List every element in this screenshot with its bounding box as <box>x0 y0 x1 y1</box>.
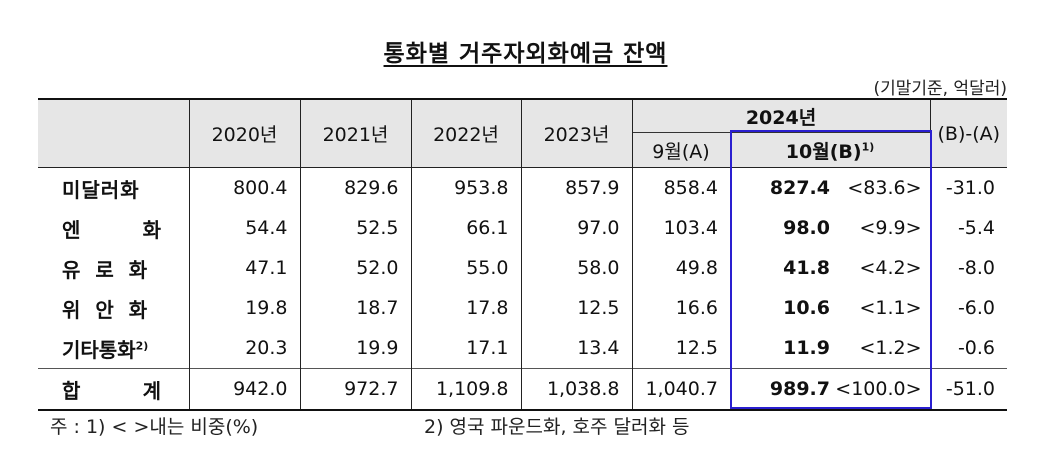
cell-2020: 54.4 <box>188 208 300 248</box>
cell-2020: 942.0 <box>188 368 300 411</box>
cell-2022: 66.1 <box>410 208 521 248</box>
cell-oct: 41.8 <box>783 257 830 279</box>
cell-2022: 1,109.8 <box>410 368 521 411</box>
cell-2023: 58.0 <box>520 248 632 288</box>
cell-diff: -5.4 <box>929 208 1008 248</box>
cell-sep: 1,040.7 <box>631 368 730 411</box>
cell-2022: 55.0 <box>410 248 521 288</box>
cell-sep: 103.4 <box>631 208 730 248</box>
cell-2023: 857.9 <box>520 167 632 208</box>
header-2023: 2023년 <box>520 98 633 168</box>
cell-share: <4.2> <box>859 257 922 279</box>
cell-2020: 47.1 <box>188 248 300 288</box>
header-2024-group: 2024년 <box>631 98 931 133</box>
cell-share: <9.9> <box>859 217 922 239</box>
cell-share: <100.0> <box>830 368 931 411</box>
cell-oct: 10.6 <box>783 297 830 319</box>
header-diff: (B)-(A) <box>929 98 1008 168</box>
cell-2021: 829.6 <box>299 167 411 208</box>
table-row: 기타통화2) 20.3 19.9 17.1 13.4 12.5 11.9 <1.… <box>38 328 1008 369</box>
cell-share: <1.1> <box>859 297 922 319</box>
cell-2023: 13.4 <box>520 328 632 369</box>
title-text: 통화별 거주자외화예금 잔액 <box>383 41 668 67</box>
cell-diff: -6.0 <box>929 288 1008 328</box>
cell-2022: 953.8 <box>410 167 521 208</box>
cell-sep: 16.6 <box>631 288 730 328</box>
footnote-2: 2) 영국 파운드화, 호주 달러화 등 <box>424 416 690 438</box>
cell-oct: 989.7 <box>730 368 830 411</box>
header-sep: 9월(A) <box>631 132 731 168</box>
cell-diff: -8.0 <box>929 248 1008 288</box>
page-title: 통화별 거주자외화예금 잔액 <box>0 34 1051 68</box>
cell-diff: -51.0 <box>929 368 1008 411</box>
row-label: 기타통화2) <box>62 337 149 362</box>
header-oct-footnote-ref: 1) <box>861 140 875 154</box>
cell-oct: 11.9 <box>783 337 830 359</box>
row-label: 미달러화 <box>62 177 140 202</box>
header-2021: 2021년 <box>299 98 412 168</box>
cell-2023: 12.5 <box>520 288 632 328</box>
header-oct-label: 10월(B) <box>785 140 862 163</box>
cell-2021: 52.5 <box>299 208 411 248</box>
cell-oct: 827.4 <box>769 177 830 199</box>
cell-share: <1.2> <box>859 337 922 359</box>
cell-2021: 52.0 <box>299 248 411 288</box>
cell-sep: 858.4 <box>631 167 730 208</box>
cell-share: <83.6> <box>847 177 922 199</box>
unit-label: (기말기준, 억달러) <box>873 79 1007 99</box>
cell-2020: 19.8 <box>188 288 300 328</box>
cell-2021: 18.7 <box>299 288 411 328</box>
cell-2021: 19.9 <box>299 328 411 369</box>
deposit-table: 2020년 2021년 2022년 2023년 2024년 (B)-(A) 9월… <box>38 98 1008 411</box>
cell-diff: -31.0 <box>929 167 1008 208</box>
cell-2020: 20.3 <box>188 328 300 369</box>
cell-2022: 17.1 <box>410 328 521 369</box>
cell-sep: 12.5 <box>631 328 730 369</box>
footnote-ref-2: 2) <box>135 338 149 352</box>
cell-sep: 49.8 <box>631 248 730 288</box>
header-oct: 10월(B)1) <box>729 132 931 168</box>
table-row: 유 로 화 47.1 52.0 55.0 58.0 49.8 41.8 <4.2… <box>38 248 1008 288</box>
cell-2022: 17.8 <box>410 288 521 328</box>
cell-oct: 98.0 <box>783 217 830 239</box>
cell-2021: 972.7 <box>299 368 411 411</box>
cell-2023: 97.0 <box>520 208 632 248</box>
header-2020: 2020년 <box>188 98 301 168</box>
table-row: 위 안 화 19.8 18.7 17.8 12.5 16.6 10.6 <1.1… <box>38 288 1008 328</box>
row-label: 위 안 화 <box>62 297 149 322</box>
row-label: 유 로 화 <box>62 257 149 282</box>
header-2022: 2022년 <box>410 98 522 168</box>
header-blank <box>38 98 190 168</box>
cell-2023: 1,038.8 <box>520 368 632 411</box>
cell-diff: -0.6 <box>929 328 1008 369</box>
footnote-1: 주 : 1) < >내는 비중(%) <box>50 416 259 438</box>
table-row: 미달러화 800.4 829.6 953.8 857.9 858.4 827.4… <box>38 167 1008 208</box>
cell-2020: 800.4 <box>188 167 300 208</box>
